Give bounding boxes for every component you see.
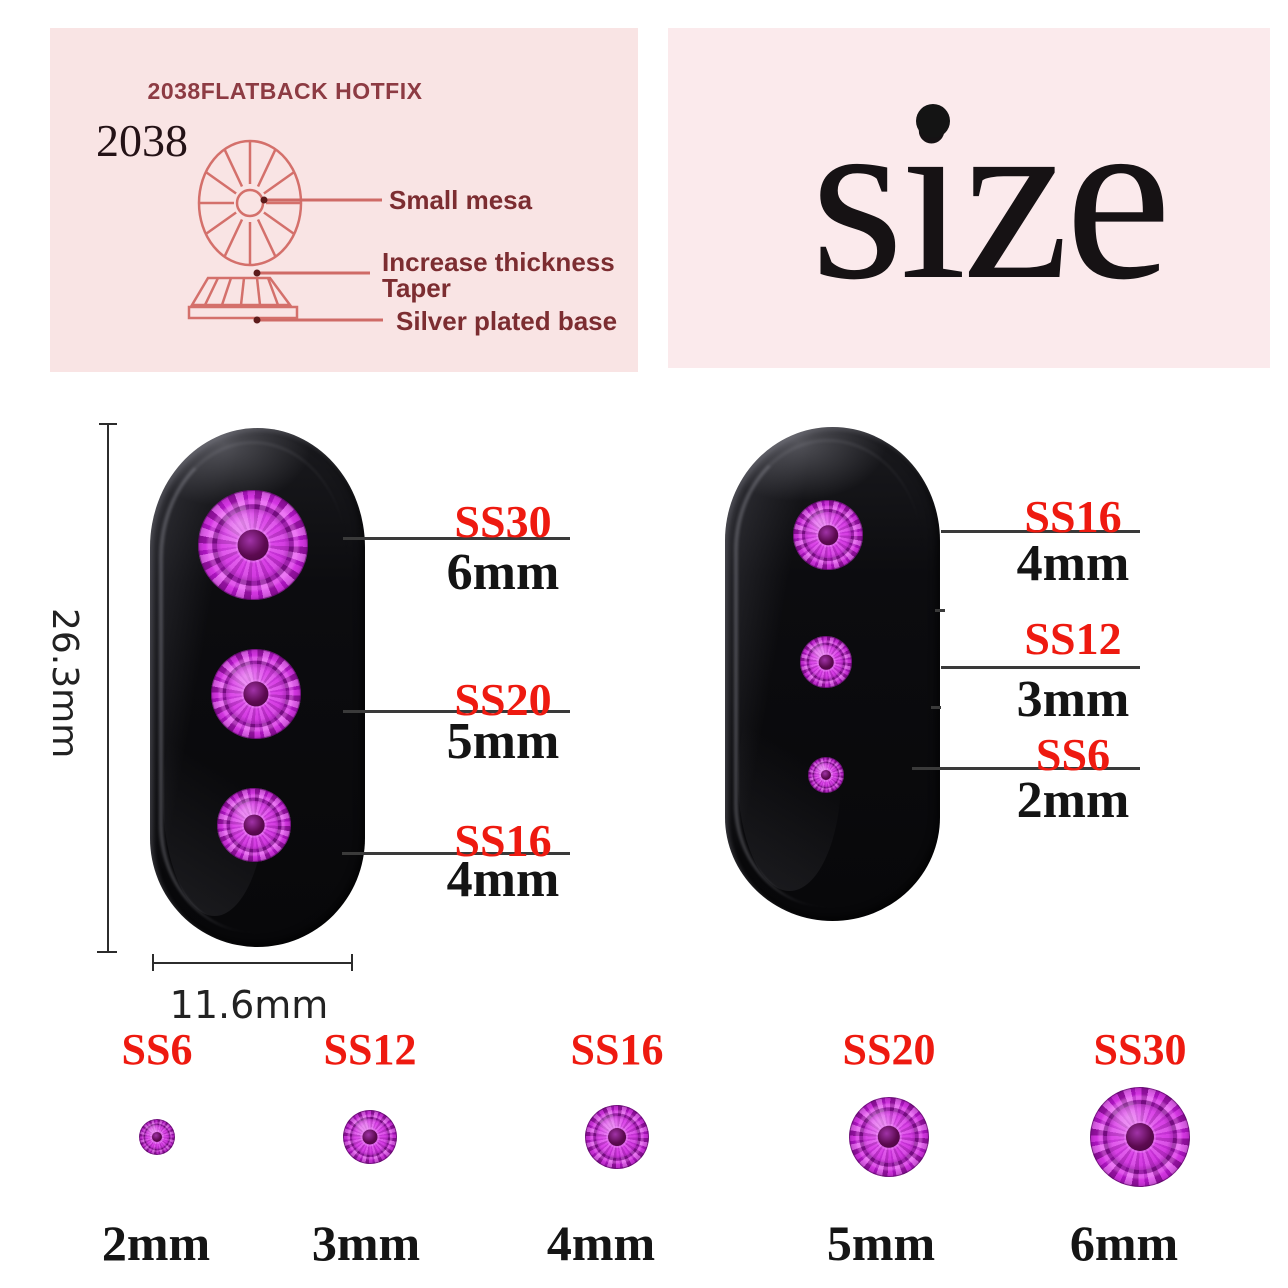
- chart-size-label: 2mm: [101, 1215, 211, 1271]
- chart-code-label: SS12: [323, 1025, 417, 1074]
- edge-tick: [935, 609, 945, 612]
- nail-highlight: [158, 440, 348, 932]
- chart-size-label: 5mm: [826, 1215, 936, 1271]
- stone-code-label: SS6: [1035, 729, 1111, 780]
- callout-increase-thickness: Increase thickness: [382, 247, 615, 277]
- stone-code-label: SS16: [1024, 491, 1122, 542]
- chart-size-label: 3mm: [311, 1215, 421, 1271]
- chart-rhinestone-ss12: [343, 1110, 397, 1164]
- nail-width-label: 11.6mm: [169, 983, 329, 1027]
- stone-code-label: SS20: [454, 674, 552, 725]
- stone-code-label: SS30: [454, 496, 552, 547]
- chart-rhinestone-ss16: [585, 1105, 649, 1169]
- stone-size-label: 6mm: [446, 544, 560, 601]
- i-dot: [916, 104, 950, 138]
- callout-taper: Taper: [382, 273, 451, 303]
- dimension-tick: [97, 951, 117, 953]
- stone-code-label: SS12: [1024, 613, 1122, 664]
- dimension-tick: [351, 954, 353, 971]
- nail-length-label: 26.3mm: [44, 608, 85, 759]
- chart-size-label: 6mm: [1069, 1215, 1179, 1271]
- chart-code-label: SS30: [1093, 1025, 1187, 1074]
- chart-code-label: SS6: [121, 1025, 193, 1074]
- spec-panel: 2038FLATBACK HOTFIX 2038: [50, 28, 638, 372]
- leader-line: [941, 530, 1140, 533]
- chart-rhinestone-ss30: [1090, 1087, 1190, 1187]
- leader-line: [342, 852, 570, 855]
- rhinestone-ss16: [217, 788, 291, 862]
- chart-size-label: 4mm: [546, 1215, 656, 1271]
- stone-size-label: 3mm: [1016, 671, 1130, 728]
- chart-rhinestone-ss20: [849, 1097, 929, 1177]
- leader-line: [343, 537, 570, 540]
- dimension-tick: [99, 423, 117, 425]
- chart-code-label: SS16: [570, 1025, 664, 1074]
- leader-line: [941, 666, 1140, 669]
- rhinestone-ss16: [793, 500, 863, 570]
- width-dimension-line: [153, 962, 353, 964]
- stone-code-label: SS16: [454, 815, 552, 866]
- leader-line: [343, 710, 570, 713]
- callout-small-mesa: Small mesa: [389, 185, 533, 215]
- nail-highlight: [733, 439, 923, 907]
- rhinestone-ss30: [198, 490, 308, 600]
- rhinestone-ss12: [800, 636, 852, 688]
- callout-silver-base: Silver plated base: [396, 306, 618, 336]
- rhinestone-diagram: [187, 139, 383, 324]
- stone-size-label: 4mm: [446, 851, 560, 908]
- dimension-tick: [152, 954, 154, 971]
- size-heading: size: [810, 63, 1171, 329]
- chart-code-label: SS20: [842, 1025, 936, 1074]
- leader-line: [912, 767, 1140, 770]
- chart-rhinestone-ss6: [139, 1119, 175, 1155]
- rhinestone-ss20: [211, 649, 301, 739]
- model-number: 2038: [96, 115, 188, 166]
- stone-size-label: 4mm: [1016, 535, 1130, 592]
- stone-size-label: 5mm: [446, 713, 560, 770]
- length-dimension-line: [107, 424, 109, 953]
- spec-panel-title: 2038FLATBACK HOTFIX: [147, 78, 423, 104]
- size-heading-panel: size: [668, 28, 1270, 368]
- rhinestone-ss6: [808, 757, 844, 793]
- stone-size-label: 2mm: [1016, 772, 1130, 829]
- edge-tick: [931, 706, 941, 709]
